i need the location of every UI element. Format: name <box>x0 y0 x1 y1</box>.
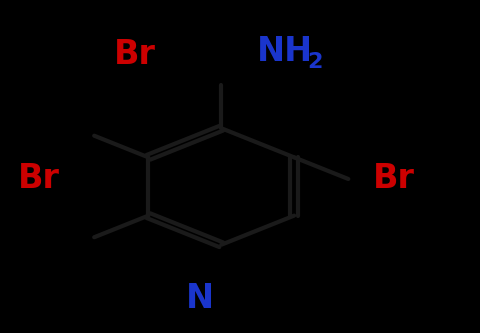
Text: Br: Br <box>372 162 414 195</box>
Text: NH: NH <box>257 35 313 68</box>
Text: Br: Br <box>113 38 156 72</box>
Text: 2: 2 <box>306 52 322 72</box>
Text: Br: Br <box>18 162 60 195</box>
Text: N: N <box>185 281 213 315</box>
